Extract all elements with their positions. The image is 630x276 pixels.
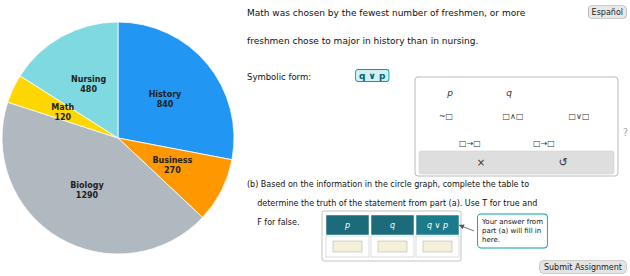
svg-text:p: p — [446, 88, 453, 98]
svg-text:Math: Math — [51, 103, 74, 112]
svg-text:q: q — [506, 88, 512, 98]
svg-text:480: 480 — [80, 85, 97, 94]
svg-text:determine the truth of the sta: determine the truth of the statement fro… — [247, 199, 537, 208]
svg-text:~□: ~□ — [439, 112, 453, 121]
svg-text:1290: 1290 — [76, 191, 99, 200]
svg-text:q ∨ p: q ∨ p — [359, 71, 386, 81]
svg-text:here.: here. — [482, 236, 500, 244]
svg-text:270: 270 — [164, 166, 181, 175]
svg-text:↺: ↺ — [558, 156, 567, 169]
svg-text:□→□: □→□ — [533, 139, 555, 148]
svg-text:840: 840 — [157, 100, 174, 109]
svg-text:History: History — [149, 90, 182, 99]
svg-text:□∨□: □∨□ — [569, 112, 590, 121]
svg-text:×: × — [477, 157, 485, 168]
svg-text:freshmen chose to major in his: freshmen chose to major in history than … — [247, 36, 478, 46]
svg-text:Nursing: Nursing — [71, 75, 107, 84]
svg-text:Symbolic form:: Symbolic form: — [247, 72, 311, 82]
svg-text:q: q — [390, 221, 395, 230]
svg-text:Submit Assignment: Submit Assignment — [544, 263, 622, 272]
svg-text:□∧□: □∧□ — [503, 112, 524, 121]
svg-text:p: p — [344, 221, 350, 230]
svg-text:Español: Español — [592, 8, 623, 17]
svg-text:Math was chosen by the fewest: Math was chosen by the fewest number of … — [247, 8, 526, 18]
svg-text:Your answer from: Your answer from — [481, 218, 543, 226]
svg-text:Biology: Biology — [70, 181, 104, 190]
svg-text:(b) Based on the information i: (b) Based on the information in the circ… — [247, 180, 529, 189]
svg-text:F for false.: F for false. — [247, 218, 299, 227]
svg-text:part (a) will fill in: part (a) will fill in — [482, 227, 541, 235]
svg-text:Business: Business — [152, 156, 192, 165]
svg-text:?: ? — [623, 127, 628, 138]
svg-text:q ∨ p: q ∨ p — [427, 221, 448, 230]
svg-text:120: 120 — [54, 113, 71, 122]
svg-text:□→□: □→□ — [459, 139, 481, 148]
